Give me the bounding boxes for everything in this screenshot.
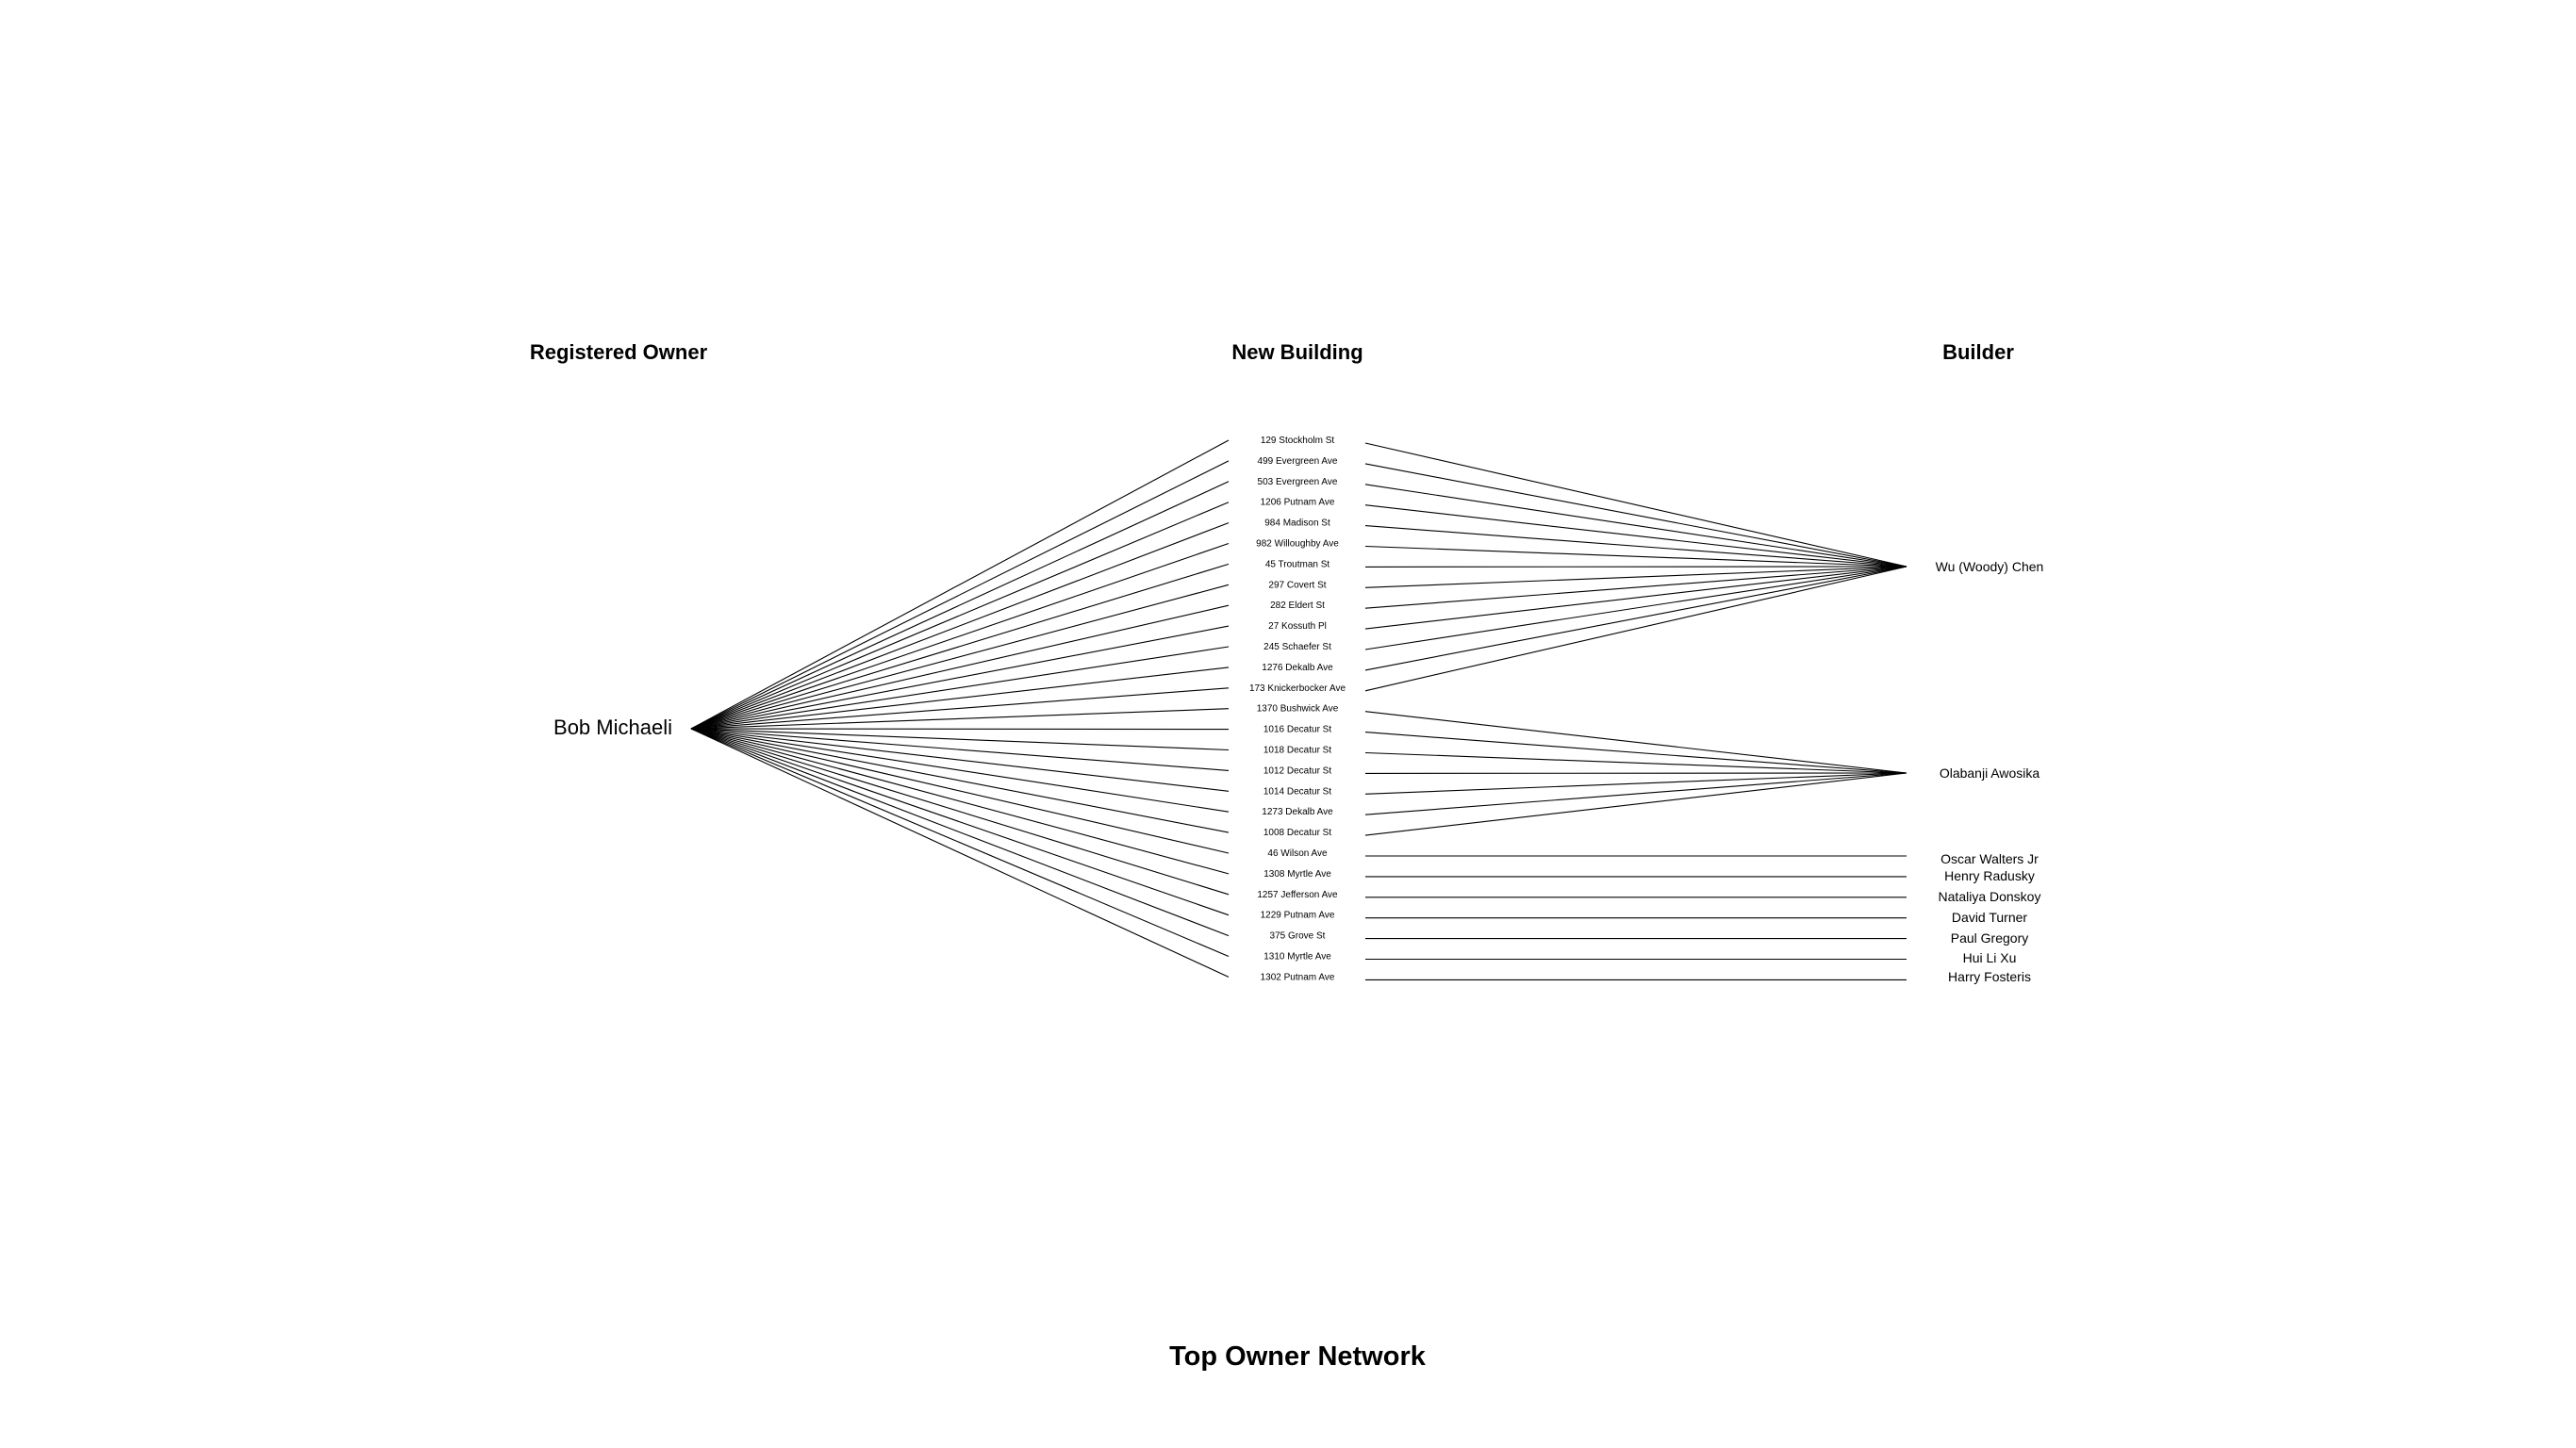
- building-node-label: 1257 Jefferson Ave: [1257, 890, 1338, 900]
- building-node-label: 1206 Putnam Ave: [1261, 498, 1335, 508]
- building-node-label: 499 Evergreen Ave: [1258, 456, 1338, 467]
- edge-building-to-builder: [1364, 442, 1907, 568]
- building-node-label: 1276 Dekalb Ave: [1262, 663, 1333, 673]
- building-node-label: 1310 Myrtle Ave: [1263, 952, 1331, 963]
- edge-building-to-builder: [1364, 566, 1907, 588]
- builder-node-label: Paul Gregory: [1951, 930, 2028, 946]
- edge-building-to-builder: [1364, 732, 1907, 774]
- building-node-label: 982 Willoughby Ave: [1256, 539, 1339, 550]
- edge-owner-to-building: [690, 728, 1230, 937]
- builder-labels-group: Wu (Woody) Chen Olabanji Awosika Oscar Wal…: [1936, 559, 2044, 984]
- owner-node-label: Bob Michaeli: [553, 716, 672, 739]
- edge-owner-to-building: [690, 728, 1230, 833]
- edges-group: [690, 439, 1907, 980]
- edge-owner-to-building: [690, 728, 1230, 896]
- edge-building-to-builder: [1364, 525, 1907, 568]
- edge-owner-to-building: [690, 625, 1230, 730]
- edge-owner-to-building: [690, 460, 1230, 730]
- building-node-label: 1229 Putnam Ave: [1261, 911, 1335, 921]
- edge-building-to-builder: [1364, 463, 1907, 568]
- header-registered-owner: Registered Owner: [530, 340, 708, 364]
- building-node-label: 1018 Decatur St: [1263, 746, 1331, 756]
- edge-building-to-builder: [1364, 566, 1907, 609]
- building-node-label: 1014 Decatur St: [1263, 786, 1331, 797]
- building-node-label: 46 Wilson Ave: [1267, 848, 1328, 859]
- edge-building-to-builder: [1364, 566, 1907, 692]
- edge-owner-to-building: [690, 728, 1230, 978]
- building-node-label: 1008 Decatur St: [1263, 828, 1331, 838]
- edge-building-to-builder: [1364, 772, 1907, 836]
- edge-owner-to-building: [690, 728, 1230, 958]
- edge-owner-to-building: [690, 728, 1230, 731]
- building-node-label: 1308 Myrtle Ave: [1263, 869, 1331, 880]
- header-new-building: New Building: [1231, 340, 1362, 364]
- edge-building-to-builder: [1364, 566, 1907, 671]
- edge-owner-to-building: [690, 728, 1230, 916]
- edge-owner-to-building: [690, 646, 1230, 730]
- builder-node-label: Wu (Woody) Chen: [1936, 559, 2044, 574]
- edge-owner-to-building: [690, 728, 1230, 792]
- header-builder: Builder: [1942, 340, 2014, 364]
- edge-owner-to-building: [690, 666, 1230, 730]
- building-node-label: 1012 Decatur St: [1263, 765, 1331, 776]
- edge-owner-to-building: [690, 728, 1230, 854]
- builder-node-label: Oscar Walters Jr: [1940, 851, 2039, 866]
- building-node-label: 282 Eldert St: [1270, 601, 1325, 611]
- building-node-label: 129 Stockholm St: [1261, 436, 1335, 446]
- edge-building-to-builder: [1364, 545, 1907, 568]
- builder-node-label: David Turner: [1952, 910, 2027, 925]
- diagram-title: Top Owner Network: [1169, 1341, 1427, 1372]
- edge-owner-to-building: [690, 687, 1230, 730]
- edge-owner-to-building: [690, 439, 1230, 730]
- builder-node-label: Olabanji Awosika: [1940, 765, 2040, 781]
- building-node-label: 45 Troutman St: [1265, 559, 1330, 569]
- edge-building-to-builder: [1364, 772, 1907, 815]
- edge-building-to-builder: [1364, 566, 1907, 650]
- building-node-label: 297 Covert St: [1268, 580, 1326, 590]
- building-node-label: 375 Grove St: [1270, 931, 1326, 942]
- edge-owner-to-building: [690, 481, 1230, 730]
- edge-owner-to-building: [690, 522, 1230, 730]
- building-node-label: 1016 Decatur St: [1263, 725, 1331, 735]
- edge-owner-to-building: [690, 728, 1230, 751]
- edge-owner-to-building: [690, 604, 1230, 730]
- builder-node-label: Hui Li Xu: [1963, 950, 2017, 965]
- edge-building-to-builder: [1364, 484, 1907, 568]
- edge-building-to-builder: [1364, 504, 1907, 568]
- builder-node-label: Harry Fosteris: [1948, 969, 2031, 984]
- edge-owner-to-building: [690, 708, 1230, 730]
- edge-building-to-builder: [1364, 751, 1907, 774]
- builder-node-label: Nataliya Donskoy: [1939, 889, 2041, 904]
- edge-owner-to-building: [690, 502, 1230, 730]
- edge-owner-to-building: [690, 728, 1230, 875]
- edge-building-to-builder: [1364, 772, 1907, 795]
- building-node-label: 1302 Putnam Ave: [1261, 972, 1335, 982]
- building-node-label: 503 Evergreen Ave: [1258, 477, 1338, 487]
- building-labels-group: 129 Stockholm St 499 Evergreen Ave 503 Eve…: [1249, 436, 1346, 982]
- edge-owner-to-building: [690, 542, 1230, 730]
- edge-owner-to-building: [690, 728, 1230, 771]
- building-node-label: 27 Kossuth Pl: [1268, 621, 1327, 632]
- building-node-label: 984 Madison St: [1264, 518, 1330, 529]
- edge-owner-to-building: [690, 728, 1230, 813]
- building-node-label: 173 Knickerbocker Ave: [1249, 683, 1346, 694]
- edge-building-to-builder: [1364, 711, 1907, 774]
- edge-owner-to-building: [690, 563, 1230, 730]
- building-node-label: 1273 Dekalb Ave: [1262, 807, 1333, 817]
- edge-owner-to-building: [690, 584, 1230, 730]
- edge-building-to-builder: [1364, 566, 1907, 630]
- builder-node-label: Henry Radusky: [1944, 868, 2035, 883]
- building-node-label: 1370 Bushwick Ave: [1257, 704, 1339, 715]
- building-node-label: 245 Schaefer St: [1263, 642, 1331, 652]
